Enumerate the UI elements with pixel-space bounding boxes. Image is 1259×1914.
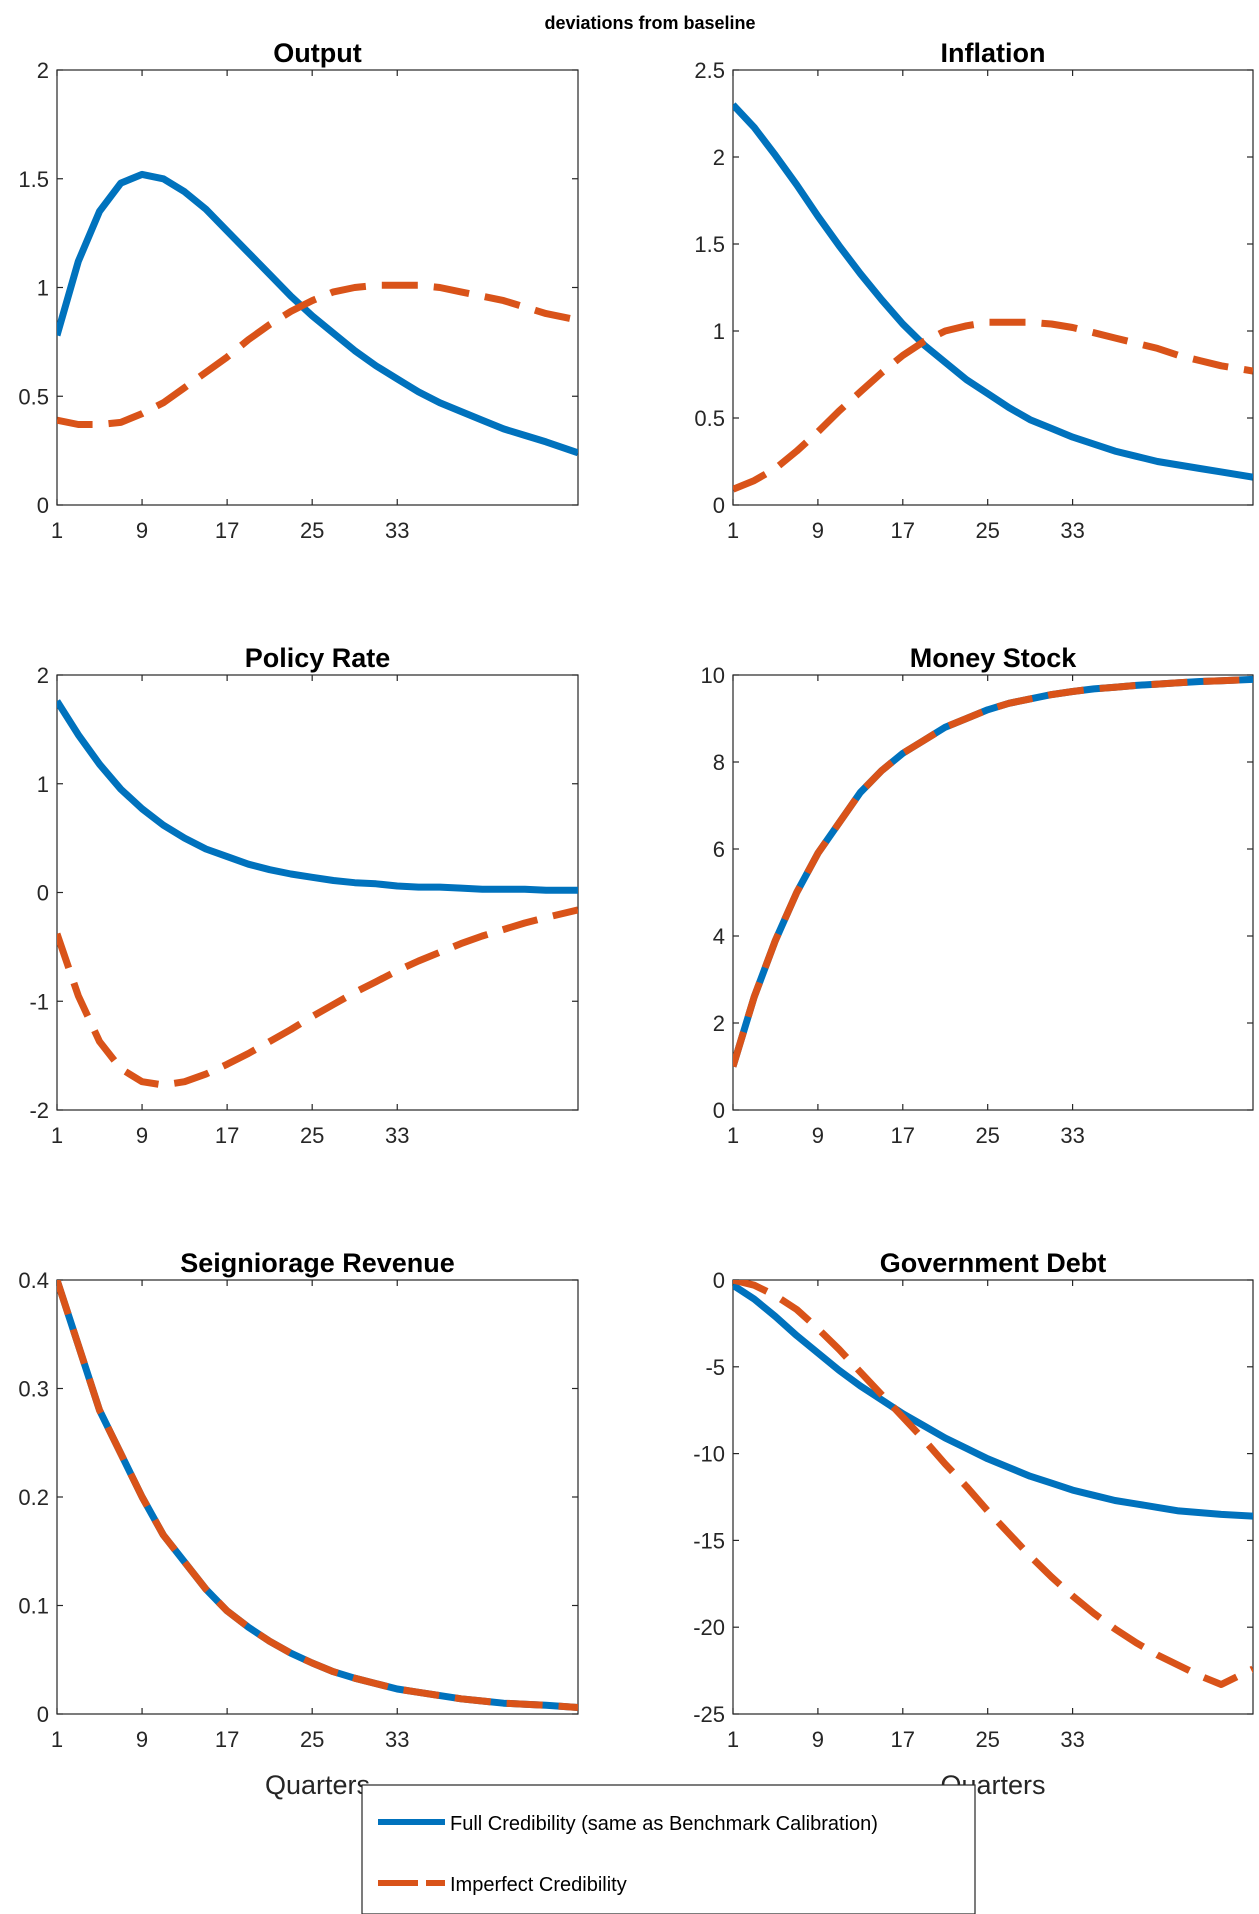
plot-area <box>56 1279 579 1715</box>
y-tick-label: 1.5 <box>694 232 725 257</box>
panel-title: Policy Rate <box>245 643 391 673</box>
x-tick-label: 9 <box>136 518 148 543</box>
panel-0: Output 1 9 17 25 33 0 0.5 1 1.5 2 <box>18 38 579 543</box>
y-tick-label: 0 <box>37 493 49 518</box>
series-full-credibility <box>733 102 1253 481</box>
y-tick-label: -15 <box>693 1528 725 1553</box>
panel-title: Money Stock <box>910 643 1078 673</box>
x-tick-label: 25 <box>300 518 324 543</box>
y-tick-label: -25 <box>693 1702 725 1727</box>
panel-1: Inflation 1 9 17 25 33 0 0.5 1 1.5 2 2.5 <box>694 38 1254 543</box>
y-tick-label: 0.2 <box>18 1485 49 1510</box>
x-tick-label: 33 <box>385 1123 409 1148</box>
plot-area <box>56 69 579 506</box>
plot-area <box>732 674 1254 1111</box>
y-tick-label: 0.5 <box>694 406 725 431</box>
y-tick-label: -20 <box>693 1615 725 1640</box>
figure-subtitle: deviations from baseline <box>544 13 755 33</box>
x-tick-label: 1 <box>727 518 739 543</box>
x-tick-label: 33 <box>385 1727 409 1752</box>
panel-2: Policy Rate 1 9 17 25 33 -2 -1 0 1 2 <box>29 643 579 1148</box>
x-tick-label: 17 <box>215 1123 239 1148</box>
y-tick-label: 2 <box>713 145 725 170</box>
x-tick-label: 1 <box>727 1727 739 1752</box>
y-tick-label: 2.5 <box>694 58 725 83</box>
x-axis-label: Quarters <box>265 1770 370 1800</box>
series-imperfect-credibility <box>733 675 1253 1068</box>
series-imperfect-credibility <box>57 906 578 1089</box>
x-tick-label: 33 <box>1060 1727 1084 1752</box>
legend-label-full: Full Credibility (same as Benchmark Cali… <box>450 1813 878 1835</box>
series-full-credibility <box>733 1282 1253 1520</box>
y-tick-label: 1 <box>37 276 49 301</box>
y-tick-label: 10 <box>701 663 725 688</box>
x-tick-label: 1 <box>51 518 63 543</box>
y-tick-label: 2 <box>37 58 49 83</box>
y-tick-label: 2 <box>713 1011 725 1036</box>
x-tick-label: 9 <box>136 1727 148 1752</box>
x-tick-label: 33 <box>1060 1123 1084 1148</box>
panel-4: Seigniorage Revenue 1 9 17 25 33 0 0.1 0.2 0.3 0.4… <box>18 1248 579 1800</box>
x-tick-label: 25 <box>975 1727 999 1752</box>
plot-area <box>732 69 1254 506</box>
y-tick-label: 6 <box>713 837 725 862</box>
legend: Full Credibility (same as Benchmark Cali… <box>361 1784 976 1914</box>
x-tick-label: 17 <box>215 518 239 543</box>
x-tick-label: 25 <box>300 1123 324 1148</box>
y-tick-label: -5 <box>705 1355 725 1380</box>
panel-title: Inflation <box>941 38 1046 68</box>
y-tick-label: 2 <box>37 663 49 688</box>
y-tick-label: 1 <box>37 772 49 797</box>
x-tick-label: 33 <box>1060 518 1084 543</box>
legend-box <box>361 1784 976 1914</box>
x-tick-label: 17 <box>215 1727 239 1752</box>
x-tick-label: 9 <box>812 518 824 543</box>
series-imperfect-credibility <box>57 281 578 428</box>
y-tick-label: 0 <box>713 1098 725 1123</box>
panel-3: Money Stock 1 9 17 25 33 0 2 4 6 8 10 <box>701 643 1254 1148</box>
y-tick-label: 0 <box>713 1268 725 1293</box>
panel-title: Output <box>273 38 361 68</box>
y-tick-label: 0.4 <box>18 1268 49 1293</box>
x-tick-label: 33 <box>385 518 409 543</box>
legend-label-imperfect: Imperfect Credibility <box>450 1874 627 1896</box>
series-full-credibility <box>57 170 578 457</box>
y-tick-label: -10 <box>693 1442 725 1467</box>
series-full-credibility <box>57 699 578 894</box>
panel-title: Seigniorage Revenue <box>180 1248 455 1278</box>
y-tick-label: 0.3 <box>18 1377 49 1402</box>
series-imperfect-credibility <box>733 1280 1253 1688</box>
series-imperfect-credibility <box>733 318 1253 493</box>
x-tick-label: 17 <box>891 1727 915 1752</box>
x-tick-label: 17 <box>891 518 915 543</box>
x-tick-label: 25 <box>975 1123 999 1148</box>
x-tick-label: 1 <box>51 1123 63 1148</box>
x-tick-label: 9 <box>136 1123 148 1148</box>
x-tick-label: 9 <box>812 1727 824 1752</box>
y-tick-label: 1.5 <box>18 167 49 192</box>
y-tick-label: 8 <box>713 750 725 775</box>
panels: Output 1 9 17 25 33 0 0.5 1 1.5 2 Inflation 1 9 17 25 33… <box>18 38 1254 1800</box>
x-tick-label: 25 <box>300 1727 324 1752</box>
y-tick-label: 0.5 <box>18 384 49 409</box>
panel-title: Government Debt <box>880 1248 1107 1278</box>
y-tick-label: 0 <box>37 1702 49 1727</box>
x-tick-label: 17 <box>891 1123 915 1148</box>
x-tick-label: 25 <box>975 518 999 543</box>
y-tick-label: 0 <box>713 493 725 518</box>
series-imperfect-credibility <box>57 1280 578 1711</box>
y-tick-label: 0 <box>37 881 49 906</box>
x-tick-label: 1 <box>727 1123 739 1148</box>
x-tick-label: 9 <box>812 1123 824 1148</box>
y-tick-label: 0.1 <box>18 1594 49 1619</box>
y-tick-label: 1 <box>713 319 725 344</box>
x-tick-label: 1 <box>51 1727 63 1752</box>
y-tick-label: 4 <box>713 924 725 949</box>
y-tick-label: -2 <box>29 1098 49 1123</box>
y-tick-label: -1 <box>29 989 49 1014</box>
